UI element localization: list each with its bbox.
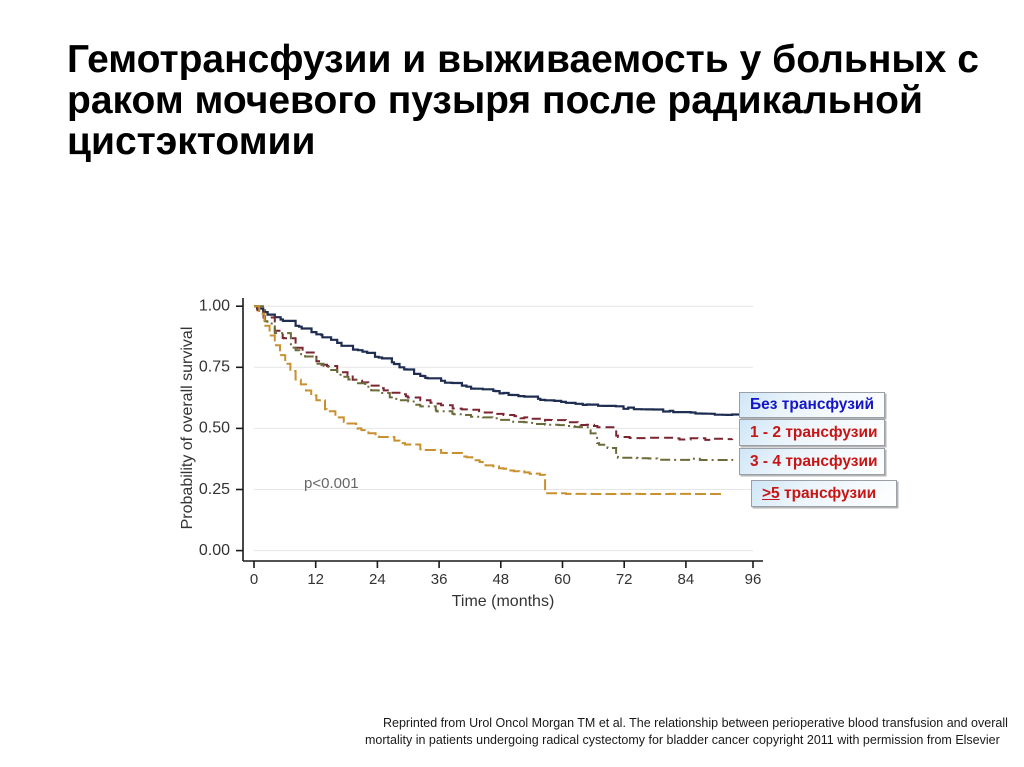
svg-text:0.00: 0.00 bbox=[199, 542, 230, 559]
svg-text:0.75: 0.75 bbox=[199, 359, 230, 376]
svg-text:72: 72 bbox=[616, 571, 633, 588]
svg-text:12: 12 bbox=[307, 571, 324, 588]
svg-text:36: 36 bbox=[431, 571, 448, 588]
svg-text:0.25: 0.25 bbox=[199, 481, 230, 498]
svg-text:0: 0 bbox=[250, 571, 258, 588]
svg-text:1.00: 1.00 bbox=[199, 298, 230, 315]
svg-text:48: 48 bbox=[492, 571, 509, 588]
svg-text:0.50: 0.50 bbox=[199, 420, 230, 437]
svg-text:84: 84 bbox=[678, 571, 695, 588]
svg-text:60: 60 bbox=[554, 571, 571, 588]
svg-text:24: 24 bbox=[369, 571, 386, 588]
svg-text:Time (months): Time (months) bbox=[452, 593, 555, 610]
svg-text:p<0.001: p<0.001 bbox=[304, 475, 359, 492]
svg-text:Probability of overall surviva: Probability of overall survival bbox=[179, 327, 196, 530]
svg-text:96: 96 bbox=[745, 571, 762, 588]
